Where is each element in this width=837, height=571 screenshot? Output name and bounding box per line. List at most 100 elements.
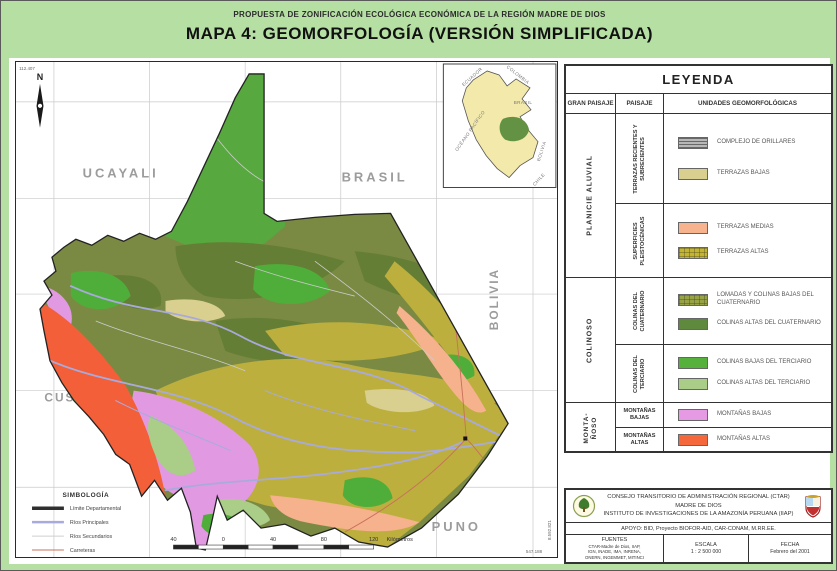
inset-label-bolivia: BOLIVIA [536,140,547,162]
simbologia-title: SIMBOLOGÍA [62,490,109,499]
unit-label: COMPLEJO DE ORILLARES [717,139,796,146]
madre-de-dios-highlight [499,116,530,142]
credits-panel: CONSEJO TRANSITORIO DE ADMINISTRACIÓN RE… [564,488,833,564]
legend-column-headers: GRAN PAISAJE PAISAJE UNIDADES GEOMORFOLÓ… [566,94,831,114]
fecha-title: FECHA [780,542,800,548]
coord-top-left: 112.407 [19,66,35,71]
document-supertitle: PROPUESTA DE ZONIFICACIÓN ECOLÓGICA ECON… [233,10,606,19]
gran-paisaje-montanoso: MONTA- ÑOSO [582,411,598,444]
fuentes-cell: FUENTES CTAR-Madre de Dios, IIAP, IGN, I… [566,535,664,562]
label-bolivia: BOLIVIA [487,268,501,330]
fecha-value: Febrero del 2001 [770,549,810,555]
legend-unit: COLINAS ALTAS DEL TERCIARIO [664,377,831,390]
iiap-logo-icon [572,494,596,518]
legend-panel: LEYENDA GRAN PAISAJE PAISAJE UNIDADES GE… [564,64,833,453]
paisaje-row-montanas-altas: MONTAÑAS ALTAS MONTAÑAS ALTAS [616,428,831,452]
paisaje-label: SUPERFICIES PLEISTOCÉNICAS [632,216,646,266]
unit-label: MONTAÑAS ALTAS [717,436,771,443]
north-arrow: N [36,72,44,128]
department-regions [39,73,509,551]
paisaje-label: COLINAS DEL CUATERNARIO [632,290,646,332]
scale-tick-2: 40 [270,537,276,543]
fecha-cell: FECHA Febrero del 2001 [749,535,831,562]
legend-unit: MONTAÑAS ALTAS [664,434,831,446]
legend-unit: MONTAÑAS BAJAS [664,409,831,421]
iiap-logo [566,494,602,518]
credits-footer-row: FUENTES CTAR-Madre de Dios, IIAP, IGN, I… [566,534,831,562]
fuentes-line2: IGN, INADE, IMA, INRENA, [587,549,641,555]
credits-line3: INSTITUTO DE INVESTIGACIONES DE LA AMAZO… [603,511,794,518]
unit-label: TERRAZAS BAJAS [717,170,770,177]
gran-paisaje-colinoso: COLINOSO [586,317,594,363]
escala-value: 1 : 2 500 000 [690,549,722,555]
map-panel: UCAYALI BRASIL BOLIVIA CUSCO PUNO [15,61,558,558]
title-bar: PROPUESTA DE ZONIFICACIÓN ECOLÓGICA ECON… [1,1,836,58]
swatch-complejo-orillares [678,137,708,149]
credits-institutions: CONSEJO TRANSITORIO DE ADMINISTRACIÓN RE… [602,493,795,518]
paisaje-row-terciario: COLINAS DEL TERCIARIO COLINAS BAJAS DEL … [616,345,831,402]
department-outline [39,73,509,551]
city-marker [463,436,468,441]
col-header-paisaje: PAISAJE [616,94,664,113]
legend-unit: COLINAS ALTAS DEL CUATERNARIO [664,317,831,330]
paisaje-row-cuaternario: COLINAS DEL CUATERNARIO LOMADAS Y COLINA… [616,278,831,345]
credits-line1: CONSEJO TRANSITORIO DE ADMINISTRACIÓN RE… [607,494,790,501]
legend-unit: TERRAZAS ALTAS [664,247,831,260]
swatch-colinas-bajas-terciario [678,357,708,370]
peru-inset: ECUADOR COLOMBIA BRASIL BOLIVIA CHILE OC… [442,63,557,188]
fuentes-line1: CTAR-Madre de Dios, IIAP, [588,543,641,549]
scale-unit: Kilómetros [387,537,413,543]
coord-right-vertical: 8.592.821 [547,520,552,540]
unit-label: MONTAÑAS BAJAS [717,411,772,418]
credits-apoyo: APOYO: BID, Proyecto BIOFOR-AID, CAR-CON… [566,522,831,534]
label-ucayali: UCAYALI [83,166,159,181]
col-header-unidades: UNIDADES GEOMORFOLÓGICAS [697,99,797,107]
escala-title: ESCALA [695,542,717,548]
swatch-montanas-altas [678,434,708,446]
unit-label: COLINAS ALTAS DEL TERCIARIO [717,379,811,386]
paisaje-label: MONTAÑAS ALTAS [616,428,664,452]
legend-unit: COLINAS BAJAS DEL TERCIARIO [664,357,831,370]
scale-tick-3: 80 [321,537,327,543]
unit-label: COLINAS BAJAS DEL TERCIARIO [717,359,812,366]
paisaje-row-terrazas-recientes: TERRAZAS RECIENTES Y SUBRECIENTES COMPLE… [616,114,831,204]
content-panel: UCAYALI BRASIL BOLIVIA CUSCO PUNO [9,58,833,564]
legend-unit: TERRAZAS MEDIAS [664,221,831,234]
unit-label: LOMADAS Y COLINAS BAJAS DEL CUATERNARIO [717,292,814,306]
swatch-montanas-bajas [678,409,708,421]
unit-label: TERRAZAS ALTAS [717,249,769,256]
credits-line2: MADRE DE DIOS [675,502,722,509]
legend-group-planicie: PLANICIE ALUVIAL TERRAZAS RECIENTES Y SU… [566,114,831,278]
legend-unit: TERRAZAS BAJAS [664,168,831,180]
swatch-colinas-altas-terciario [678,377,708,390]
peru-coat-of-arms [795,494,831,518]
legend-body: PLANICIE ALUVIAL TERRAZAS RECIENTES Y SU… [566,114,831,452]
paisaje-label: TERRAZAS RECIENTES Y SUBRECIENTES [632,123,646,194]
swatch-terrazas-bajas [678,168,708,180]
label-brasil: BRASIL [342,170,408,185]
coord-bottom-right: 547.188 [526,549,543,554]
escala-cell: ESCALA 1 : 2 500 000 [664,535,749,562]
legend-title: LEYENDA [566,66,831,94]
paisaje-row-superficies: SUPERFICIES PLEISTOCÉNICAS TERRAZAS MEDI… [616,204,831,277]
unit-label: TERRAZAS MEDIAS [717,223,774,230]
label-puno: PUNO [432,519,481,534]
peru-shield-icon [805,495,821,518]
gran-paisaje-planicie: PLANICIE ALUVIAL [586,155,594,236]
fuentes-line3: ONERN, INGEMMET, MITINCI [585,554,644,560]
simbologia: SIMBOLOGÍA Límite Departamental Ríos Pri… [32,490,121,554]
rios-principales-label: Ríos Principales [70,520,109,526]
swatch-colinas-altas-cuaternario [678,317,708,330]
carreteras-label: Carreteras [70,548,96,554]
paisaje-label: MONTAÑAS BAJAS [616,403,664,427]
rios-secundarios-label: Ríos Secundarios [70,534,113,540]
swatch-terrazas-altas [678,247,708,260]
scale-tick-0: 40 [170,537,176,543]
col-header-gran-paisaje: GRAN PAISAJE [566,94,616,113]
credits-header-row: CONSEJO TRANSITORIO DE ADMINISTRACIÓN RE… [566,490,831,522]
scale-tick-4: 120 [369,537,378,543]
inset-label-brasil: BRASIL [514,100,533,105]
page-title: MAPA 4: GEOMORFOLOGÍA (VERSIÓN SIMPLIFIC… [185,24,654,43]
legend-group-colinoso: COLINOSO COLINAS DEL CUATERNARIO LOMADAS… [566,278,831,403]
